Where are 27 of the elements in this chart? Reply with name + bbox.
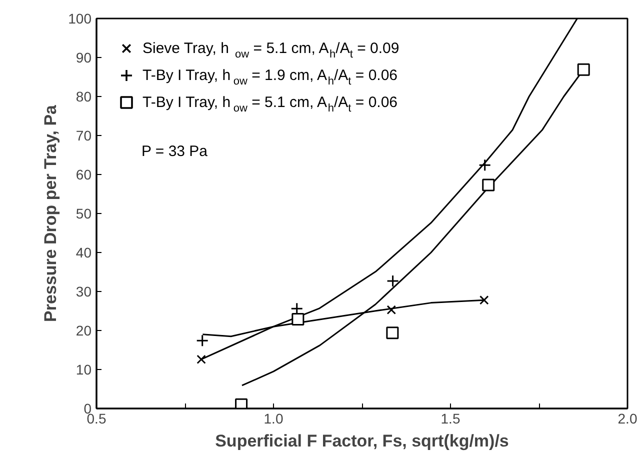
point	[235, 398, 248, 408]
y-tick-label: 20	[76, 322, 92, 338]
x-tick-label: 1.5	[440, 410, 460, 426]
x-tick-label: 1.0	[264, 410, 284, 426]
x-axis-title: Superficial F Factor, Fs, sqrt(kg/m)/s	[215, 432, 509, 450]
point	[482, 178, 495, 192]
point	[386, 326, 399, 340]
x-tick-label: 2.0	[618, 410, 638, 426]
point	[292, 312, 304, 326]
y-tick-label: 50	[76, 206, 92, 222]
y-tick-label: 80	[76, 88, 92, 104]
annotation: P = 33 Pa	[142, 143, 208, 160]
y-tick-label: 40	[76, 244, 92, 260]
point	[196, 334, 209, 347]
y-tick-label: 90	[76, 50, 92, 66]
point	[577, 63, 590, 76]
y-tick-label: 70	[76, 128, 92, 144]
y-tick-label: 10	[76, 362, 92, 378]
point	[479, 295, 489, 305]
point	[386, 274, 400, 288]
y-tick-label: 60	[76, 166, 92, 182]
point	[196, 354, 206, 364]
y-tick-label: 100	[68, 10, 92, 26]
point	[386, 305, 396, 314]
y-tick-label: 30	[76, 284, 92, 300]
point	[478, 158, 492, 172]
y-axis-title: Pressure Drop per Tray, Pa	[41, 104, 60, 322]
